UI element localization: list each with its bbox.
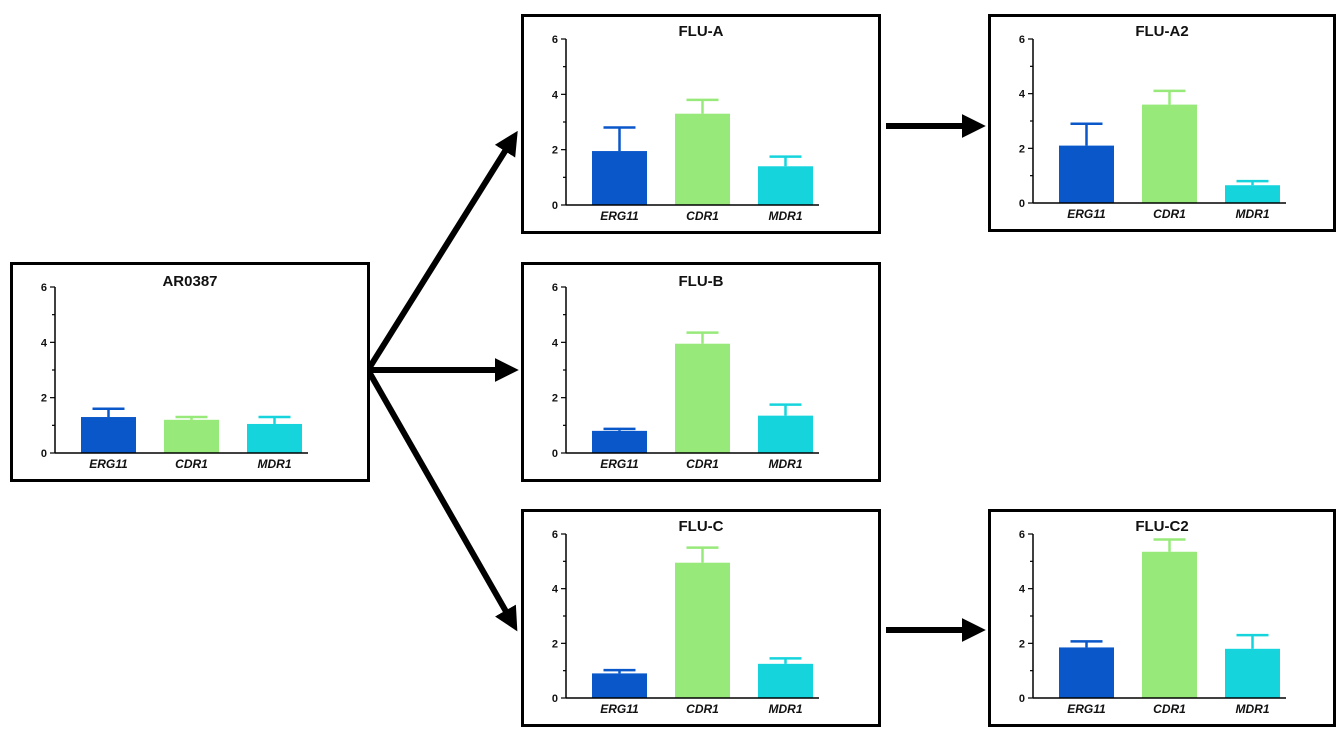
y-tick-label: 0 [552,448,558,460]
x-tick-label: MDR1 [768,209,802,223]
y-tick-label: 4 [552,89,559,101]
bar-erg11 [1059,647,1114,698]
x-tick-label: CDR1 [1153,207,1186,221]
y-tick-label: 6 [552,34,558,46]
x-tick-label: ERG11 [600,209,639,223]
bar-erg11 [1059,145,1114,203]
bar-erg11 [592,673,647,698]
chart-title: FLU-C2 [1135,518,1189,535]
y-tick-label: 4 [41,337,48,349]
x-tick-label: MDR1 [1235,702,1269,716]
chart-title: FLU-C [678,518,724,535]
x-tick-label: CDR1 [686,702,719,716]
bar-mdr1 [247,423,302,453]
y-tick-label: 0 [41,448,47,460]
y-tick-label: 6 [41,282,47,294]
chart-panel-flu-a2: FLU-A2 0 2 4 6 ERG11 CDR1 MDR1 [988,14,1336,232]
chart-title: FLU-A [678,23,724,40]
y-tick-label: 0 [1019,198,1025,210]
y-tick-label: 0 [552,693,558,705]
y-tick-label: 0 [552,200,558,212]
bar-erg11 [592,151,647,205]
arrow-to-flu-c [365,368,518,632]
bar-mdr1 [1225,648,1280,698]
bar-chart-flu-a: 0 2 4 6 ERG11 CDR1 MDR1 [552,34,819,223]
bar-cdr1 [675,113,730,205]
x-tick-label: CDR1 [175,457,208,471]
x-tick-label: CDR1 [1153,702,1186,716]
y-tick-label: 0 [1019,693,1025,705]
x-tick-label: CDR1 [686,457,719,471]
bar-mdr1 [758,166,813,205]
x-tick-label: ERG11 [1067,207,1106,221]
x-tick-label: MDR1 [768,702,802,716]
bar-cdr1 [1142,104,1197,203]
y-tick-label: 2 [41,393,47,405]
bar-cdr1 [1142,551,1197,698]
chart-title: AR0387 [162,273,218,290]
bar-chart-flu-c2: 0 2 4 6 ERG11 CDR1 MDR1 [1019,529,1286,716]
bar-cdr1 [164,419,219,453]
y-tick-label: 2 [552,638,558,650]
y-tick-label: 6 [1019,529,1025,541]
bar-chart-ar0387: 0 2 4 6 ERG11 CDR1 MDR1 [41,282,308,471]
chart-panel-flu-c2: FLU-C2 0 2 4 6 ERG11 CDR1 MDR1 [988,509,1336,727]
y-tick-label: 4 [1019,584,1026,596]
bar-erg11 [81,417,136,453]
x-tick-label: MDR1 [768,457,802,471]
y-tick-label: 2 [552,145,558,157]
chart-panel-ar0387: AR0387 0 2 4 6 ERG11 CDR1 MDR1 [10,262,370,482]
chart-panel-flu-c: FLU-C 0 2 4 6 ERG11 CDR1 MDR1 [521,509,881,727]
arrow-to-flu-a [365,130,518,372]
y-tick-label: 4 [1019,89,1026,101]
y-tick-label: 2 [1019,638,1025,650]
x-tick-label: MDR1 [1235,207,1269,221]
bar-chart-flu-a2: 0 2 4 6 ERG11 CDR1 MDR1 [1019,34,1286,221]
y-tick-label: 6 [552,529,558,541]
x-tick-label: ERG11 [89,457,128,471]
y-tick-label: 2 [552,393,558,405]
chart-title: FLU-A2 [1135,23,1189,40]
y-tick-label: 6 [1019,34,1025,46]
bar-mdr1 [1225,185,1280,203]
bar-cdr1 [675,343,730,453]
x-tick-label: ERG11 [1067,702,1106,716]
bar-cdr1 [675,562,730,698]
y-tick-label: 4 [552,584,559,596]
y-tick-label: 6 [552,282,558,294]
chart-title: FLU-B [678,273,724,290]
bar-mdr1 [758,663,813,698]
bar-mdr1 [758,415,813,453]
y-tick-label: 4 [552,337,559,349]
x-tick-label: MDR1 [257,457,291,471]
chart-panel-flu-a: FLU-A 0 2 4 6 ERG11 CDR1 MDR1 [521,14,881,234]
bar-chart-flu-c: 0 2 4 6 ERG11 CDR1 MDR1 [552,529,819,716]
y-tick-label: 2 [1019,143,1025,155]
x-tick-label: ERG11 [600,702,639,716]
x-tick-label: CDR1 [686,209,719,223]
bar-erg11 [592,430,647,453]
bar-chart-flu-b: 0 2 4 6 ERG11 CDR1 MDR1 [552,282,819,471]
chart-panel-flu-b: FLU-B 0 2 4 6 ERG11 CDR1 MDR1 [521,262,881,482]
x-tick-label: ERG11 [600,457,639,471]
